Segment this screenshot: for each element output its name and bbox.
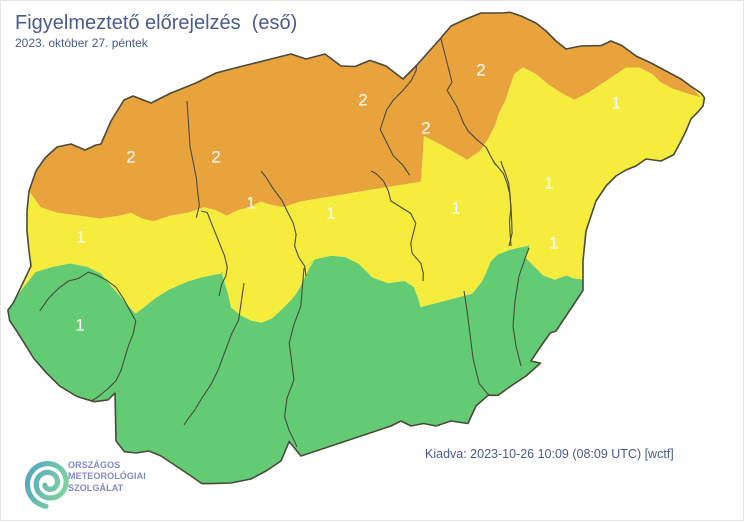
svg-text:2: 2 [211,147,220,166]
svg-text:2: 2 [421,118,430,137]
svg-text:1: 1 [611,93,620,112]
svg-text:1: 1 [76,227,85,246]
svg-text:1: 1 [326,203,335,222]
svg-text:2: 2 [476,60,485,79]
svg-text:2: 2 [358,90,367,109]
svg-text:1: 1 [246,193,255,212]
svg-text:1: 1 [549,233,558,252]
svg-text:1: 1 [75,315,84,334]
svg-text:2: 2 [126,147,135,166]
svg-text:1: 1 [544,173,553,192]
svg-text:1: 1 [451,198,460,217]
